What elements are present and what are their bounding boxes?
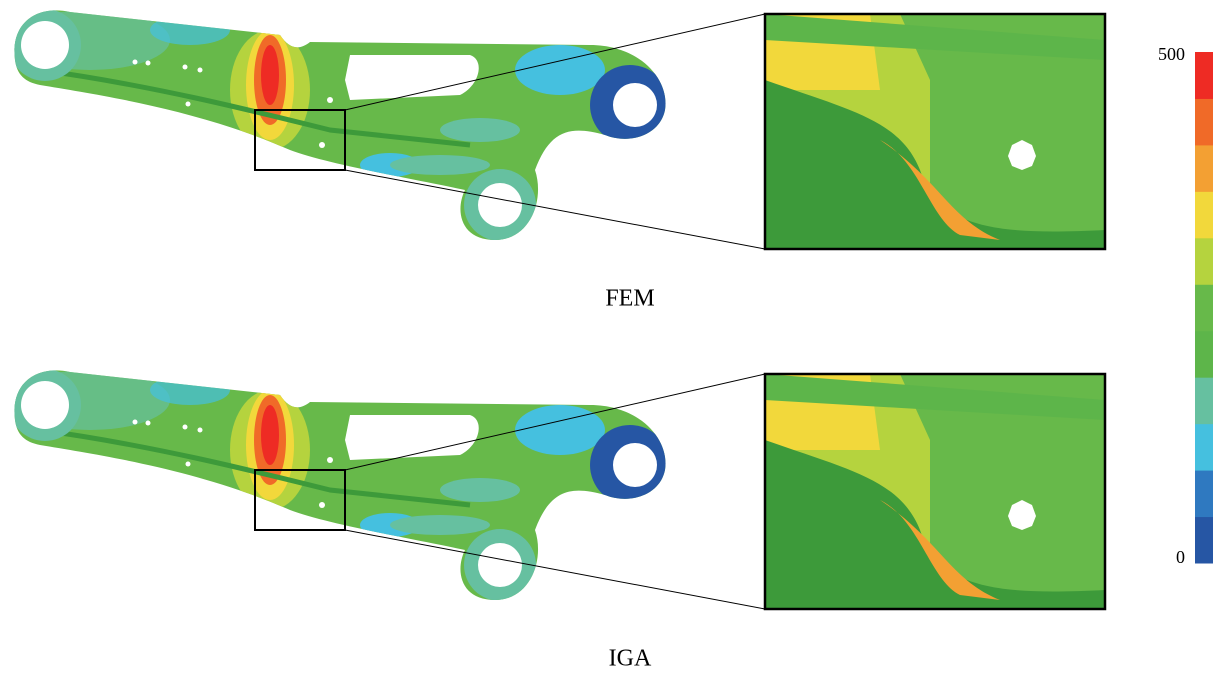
colorbar-band	[1195, 52, 1213, 99]
fem-plot	[0, 0, 1105, 250]
colorbar-band	[1195, 98, 1213, 145]
colorbar-band	[1195, 145, 1213, 192]
panel-label: IGA	[609, 646, 652, 672]
panel-label: FEM	[605, 286, 654, 312]
colorbar-band	[1195, 470, 1213, 517]
colorbar-band	[1195, 238, 1213, 285]
colorbar-band	[1195, 331, 1213, 378]
colorbar-band	[1195, 191, 1213, 238]
colorbar-band	[1195, 284, 1213, 331]
colorbar-tick-label: 0	[1176, 547, 1185, 567]
colorbar-band	[1195, 424, 1213, 471]
figure: FEM IGA 0 500	[0, 0, 1218, 673]
iga-plot	[0, 360, 1105, 610]
colorbar: 0 500	[1158, 44, 1213, 567]
colorbar-tick-label: 500	[1158, 44, 1185, 64]
colorbar-band	[1195, 517, 1213, 564]
colorbar-band	[1195, 377, 1213, 424]
